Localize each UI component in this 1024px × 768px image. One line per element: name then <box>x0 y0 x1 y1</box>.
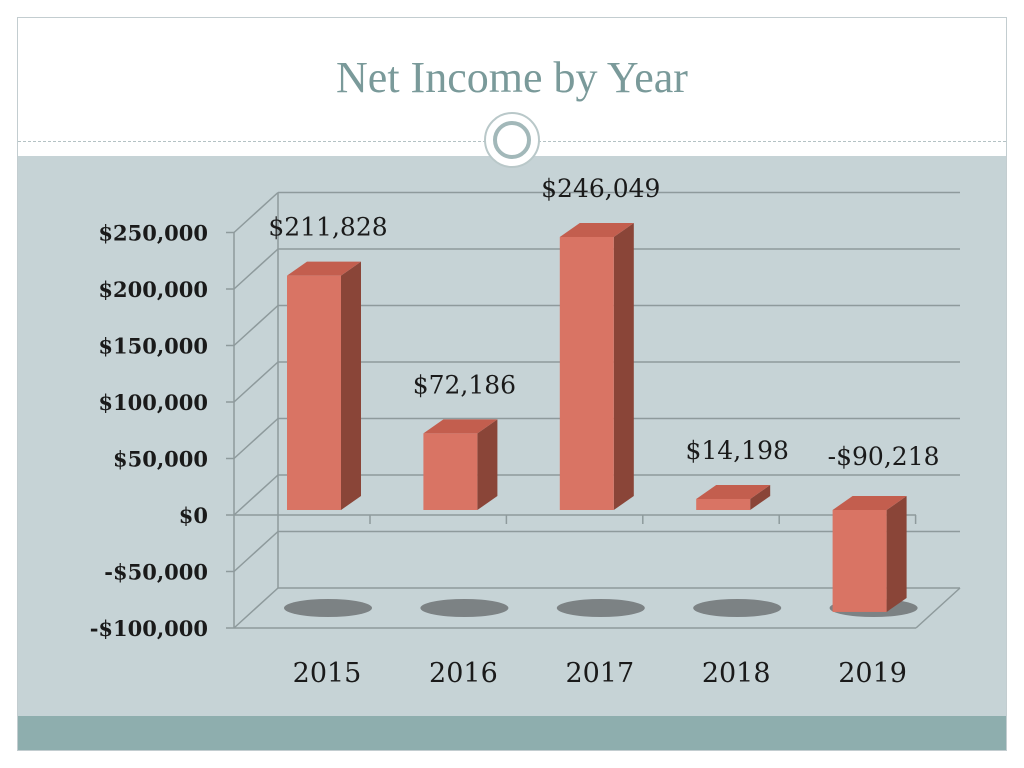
bar <box>696 484 771 510</box>
data-label: $14,198 <box>686 436 789 465</box>
bar <box>559 222 634 510</box>
bar-side <box>341 261 361 510</box>
x-tick-label: 2016 <box>429 658 498 689</box>
y-tick-label: $100,000 <box>98 390 208 415</box>
gridline-diagonal <box>233 587 279 629</box>
bar-shadow <box>420 599 509 617</box>
footer-band <box>18 716 1006 750</box>
gridline-diagonal <box>233 248 279 290</box>
x-tick-label: 2017 <box>565 658 634 689</box>
floor-right-edge <box>915 587 961 629</box>
data-label: $211,828 <box>268 213 387 242</box>
bar-shadow <box>693 599 782 617</box>
bar-side <box>750 484 771 510</box>
gridline-diagonal <box>233 530 279 573</box>
data-labels: $211,828 $72,186 $246,049 $14,198 -$90,218 <box>268 174 939 471</box>
bar-front <box>423 433 478 510</box>
x-axis-tick-labels: 2015 2016 2017 2018 2019 <box>293 658 907 689</box>
bar <box>423 419 498 510</box>
bar-side <box>477 419 498 510</box>
y-tick-label: $250,000 <box>98 221 208 246</box>
bar-shadow <box>284 599 372 617</box>
bar-side <box>886 496 907 612</box>
bar <box>287 261 361 510</box>
data-label: -$90,218 <box>828 442 940 471</box>
bar-shadows <box>284 599 918 617</box>
gridline-diagonal <box>233 474 279 516</box>
gridline-diagonal <box>233 417 279 460</box>
y-tick-label: $150,000 <box>98 334 208 359</box>
y-tick-label: $50,000 <box>113 447 208 472</box>
y-tick-label: $0 <box>179 503 208 528</box>
bar-top <box>423 419 498 434</box>
bar-top <box>287 261 361 276</box>
x-tick-label: 2019 <box>838 658 907 689</box>
x-tick-label: 2018 <box>702 658 771 689</box>
bar-front <box>287 275 341 510</box>
bars <box>287 222 917 612</box>
bar-front <box>559 236 614 510</box>
gridline-diagonal <box>233 191 279 234</box>
data-label: $72,186 <box>413 370 516 399</box>
bar-top <box>696 484 771 499</box>
decorative-ring-inner-icon <box>493 121 531 159</box>
bar-front <box>696 498 751 510</box>
bar-side <box>613 222 634 510</box>
y-tick-label: $200,000 <box>98 277 208 302</box>
bar <box>832 496 907 612</box>
bar-top <box>559 222 634 237</box>
bar-top <box>832 496 907 510</box>
gridline-diagonal <box>233 304 279 347</box>
gridline-diagonal <box>233 361 279 403</box>
y-tick-label: -$100,000 <box>90 616 208 641</box>
y-tick-label: -$50,000 <box>104 560 208 585</box>
bar-front <box>832 510 887 612</box>
y-axis-tick-labels: $250,000 $200,000 $150,000 $100,000 $50,000 $… <box>90 221 208 642</box>
bar-shadow <box>556 599 645 617</box>
data-label: $246,049 <box>541 174 660 203</box>
x-tick-label: 2015 <box>293 658 362 689</box>
chart-title: Net Income by Year <box>336 53 688 102</box>
